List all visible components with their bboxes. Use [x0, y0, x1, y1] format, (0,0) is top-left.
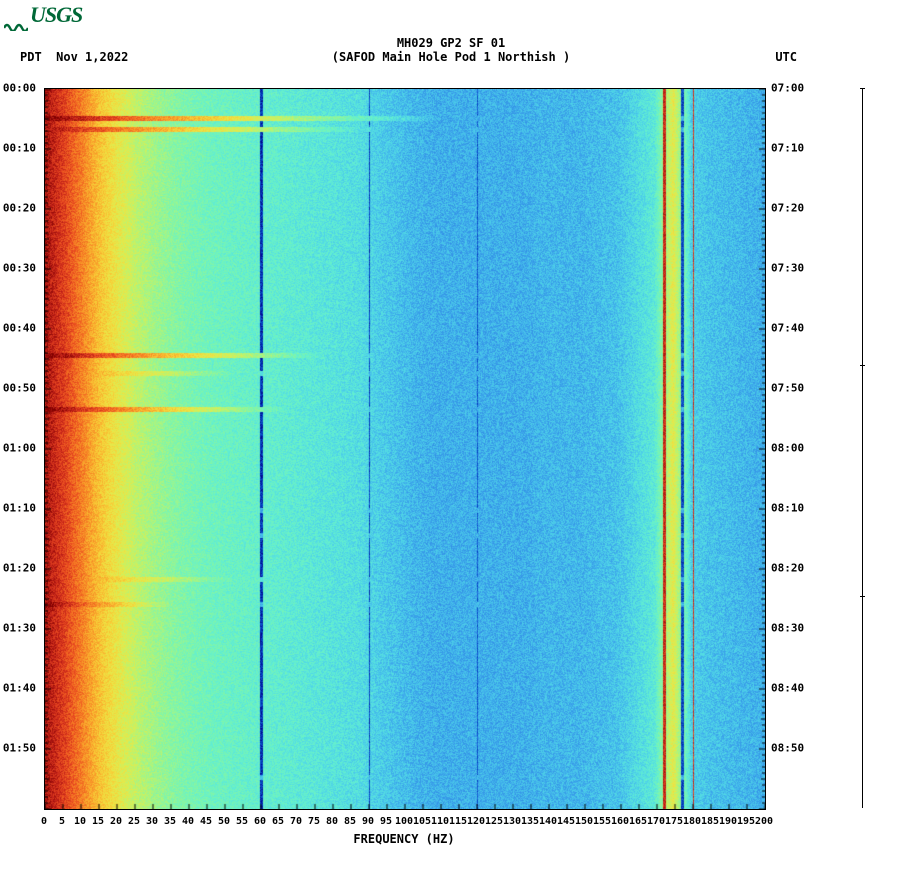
- side-tick-mark: [860, 365, 865, 366]
- x-tick-label: 40: [182, 816, 194, 827]
- right-side-bar: [862, 88, 863, 808]
- side-tick-mark: [860, 88, 865, 89]
- x-tick-label: 15: [92, 816, 104, 827]
- timezone-right: UTC: [775, 50, 797, 64]
- x-tick-label: 125: [485, 816, 503, 827]
- x-tick-label: 80: [326, 816, 338, 827]
- x-tick-label: 0: [41, 816, 47, 827]
- y-axis-right: 07:0007:1007:2007:3007:4007:5008:0008:10…: [765, 88, 805, 808]
- x-tick-label: 50: [218, 816, 230, 827]
- x-tick-label: 115: [449, 816, 467, 827]
- side-tick-mark: [860, 596, 865, 597]
- x-tick-label: 175: [665, 816, 683, 827]
- x-tick-label: 120: [467, 816, 485, 827]
- x-tick-label: 150: [575, 816, 593, 827]
- x-tick-label: 165: [629, 816, 647, 827]
- x-tick-label: 55: [236, 816, 248, 827]
- spectrogram-plot: [44, 88, 766, 810]
- x-tick-label: 135: [521, 816, 539, 827]
- x-tick-label: 60: [254, 816, 266, 827]
- x-tick-label: 200: [755, 816, 773, 827]
- y-left-tick-label: 01:50: [3, 742, 36, 755]
- x-tick-label: 75: [308, 816, 320, 827]
- y-left-tick-label: 00:40: [3, 322, 36, 335]
- x-tick-label: 170: [647, 816, 665, 827]
- x-tick-label: 180: [683, 816, 701, 827]
- x-tick-label: 100: [395, 816, 413, 827]
- y-right-tick-label: 07:10: [771, 142, 804, 155]
- y-right-tick-label: 07:40: [771, 322, 804, 335]
- x-tick-label: 70: [290, 816, 302, 827]
- y-left-tick-label: 01:20: [3, 562, 36, 575]
- x-tick-label: 185: [701, 816, 719, 827]
- x-tick-label: 35: [164, 816, 176, 827]
- x-tick-label: 160: [611, 816, 629, 827]
- x-tick-label: 130: [503, 816, 521, 827]
- usgs-logo-text: USGS: [30, 2, 82, 27]
- x-tick-label: 145: [557, 816, 575, 827]
- x-tick-label: 90: [362, 816, 374, 827]
- y-axis-left: 00:0000:1000:2000:3000:4000:5001:0001:10…: [0, 88, 44, 808]
- x-tick-label: 65: [272, 816, 284, 827]
- x-tick-label: 45: [200, 816, 212, 827]
- x-tick-label: 5: [59, 816, 65, 827]
- x-tick-label: 155: [593, 816, 611, 827]
- x-tick-label: 10: [74, 816, 86, 827]
- y-left-tick-label: 01:00: [3, 442, 36, 455]
- y-right-tick-label: 07:50: [771, 382, 804, 395]
- y-right-tick-label: 08:10: [771, 502, 804, 515]
- y-left-tick-label: 01:10: [3, 502, 36, 515]
- x-tick-label: 85: [344, 816, 356, 827]
- x-tick-label: 110: [431, 816, 449, 827]
- header-line2: (SAFOD Main Hole Pod 1 Northish ): [0, 50, 902, 64]
- y-left-tick-label: 00:00: [3, 82, 36, 95]
- x-tick-label: 105: [413, 816, 431, 827]
- x-tick-label: 140: [539, 816, 557, 827]
- y-right-tick-label: 07:00: [771, 82, 804, 95]
- x-tick-label: 25: [128, 816, 140, 827]
- x-tick-label: 30: [146, 816, 158, 827]
- y-right-tick-label: 08:40: [771, 682, 804, 695]
- y-right-tick-label: 07:30: [771, 262, 804, 275]
- header-line1: MH029 GP2 SF 01: [0, 36, 902, 50]
- y-left-tick-label: 00:50: [3, 382, 36, 395]
- y-left-tick-label: 00:10: [3, 142, 36, 155]
- x-tick-label: 195: [737, 816, 755, 827]
- y-left-tick-label: 00:30: [3, 262, 36, 275]
- usgs-logo: USGS: [4, 2, 82, 28]
- y-right-tick-label: 08:50: [771, 742, 804, 755]
- y-left-tick-label: 01:30: [3, 622, 36, 635]
- x-axis: FREQUENCY (HZ) 0 5 10 15 20 25 30 35 40 45 50 55 60 6…: [44, 808, 764, 848]
- y-left-tick-label: 01:40: [3, 682, 36, 695]
- x-tick-label: 190: [719, 816, 737, 827]
- tz-left-label: PDT: [20, 50, 42, 64]
- usgs-wave-icon: [4, 11, 28, 23]
- plot-header: MH029 GP2 SF 01 (SAFOD Main Hole Pod 1 N…: [0, 36, 902, 64]
- x-axis-label: FREQUENCY (HZ): [44, 832, 764, 846]
- y-left-tick-label: 00:20: [3, 202, 36, 215]
- y-right-tick-label: 08:20: [771, 562, 804, 575]
- timezone-left: PDT Nov 1,2022: [20, 50, 128, 64]
- date-label: Nov 1,2022: [56, 50, 128, 64]
- x-tick-label: 95: [380, 816, 392, 827]
- y-right-tick-label: 08:00: [771, 442, 804, 455]
- y-right-tick-label: 07:20: [771, 202, 804, 215]
- spectrogram-canvas: [45, 89, 765, 809]
- x-tick-label: 20: [110, 816, 122, 827]
- y-right-tick-label: 08:30: [771, 622, 804, 635]
